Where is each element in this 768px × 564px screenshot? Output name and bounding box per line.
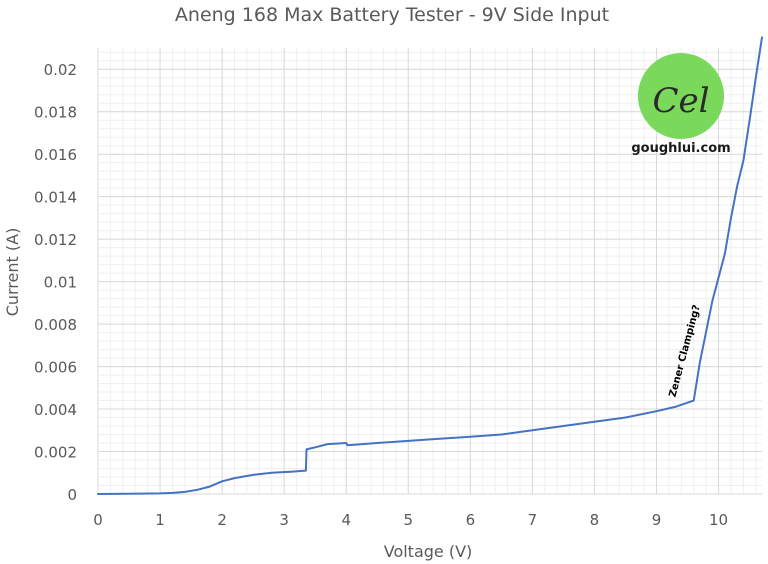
x-tick-label: 0 [93, 511, 103, 529]
y-tick-label: 0.014 [34, 189, 77, 207]
x-axis-label: Voltage (V) [384, 542, 473, 561]
y-tick-label: 0.02 [44, 61, 77, 79]
logo-site-name: goughlui.com [631, 141, 730, 156]
logo-monogram: Cel [652, 81, 709, 121]
x-tick-label: 5 [404, 511, 414, 529]
y-tick-label: 0.006 [34, 359, 77, 377]
watermark-logo: Cel goughlui.com [631, 53, 731, 156]
grid [97, 48, 762, 495]
x-tick-label: 8 [590, 511, 600, 529]
x-tick-label: 7 [528, 511, 538, 529]
x-tick-label: 6 [466, 511, 476, 529]
series-layer [97, 36, 763, 495]
x-tick-label: 10 [709, 511, 728, 529]
y-tick-label: 0.002 [34, 444, 77, 462]
x-tick-label: 1 [155, 511, 165, 529]
y-tick-label: 0.004 [34, 401, 77, 419]
y-axis-label: Current (A) [3, 228, 22, 317]
y-tick-label: 0.008 [34, 316, 77, 334]
x-tick-label: 4 [341, 511, 351, 529]
annotations: Zener Clamping? [668, 304, 703, 399]
x-tick-label: 2 [217, 511, 227, 529]
y-tick-label: 0.01 [44, 274, 77, 292]
y-tick-label: 0.016 [34, 146, 77, 164]
series-line [97, 36, 763, 495]
y-tick-label: 0 [67, 486, 77, 504]
chart-title: Aneng 168 Max Battery Tester - 9V Side I… [175, 4, 609, 26]
y-tick-label: 0.018 [34, 104, 77, 122]
x-tick-label: 3 [279, 511, 289, 529]
axes: 0 1 2 3 4 5 6 7 8 9 10 0 0.002 0.004 0.006 0.008 0.01 0.0… [34, 61, 728, 529]
logo-circle [638, 53, 724, 139]
x-tick-label: 9 [652, 511, 662, 529]
annotation-label: Zener Clamping? [668, 304, 703, 399]
y-tick-label: 0.012 [34, 231, 77, 249]
